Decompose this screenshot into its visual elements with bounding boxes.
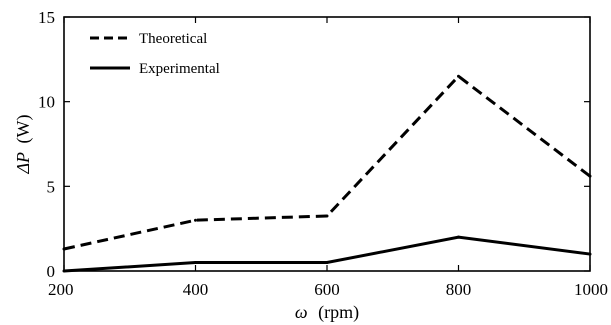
data-point-theoretical [325,214,329,218]
x-tick-label: 200 [48,280,74,299]
data-point-experimental [62,269,66,273]
legend-label-theoretical: Theoretical [139,31,207,47]
x-tick-label: 1000 [574,280,608,299]
x-axis-unit: (rpm) [318,302,359,323]
legend: Theoretical Experimental [90,31,220,77]
y-axis-unit: (W) [13,114,34,143]
data-point-experimental [457,235,460,239]
y-axis-symbol: ΔP [13,152,33,175]
x-tick-label: 800 [446,280,472,299]
x-tick-label: 600 [314,280,340,299]
data-point-experimental [588,252,592,256]
legend-label-experimental: Experimental [139,61,220,77]
x-axis-label: ω (rpm) [295,302,359,323]
series-lines [62,74,592,273]
x-axis-symbol: ω [295,302,308,322]
x-tick-label: 400 [183,280,209,299]
data-point-theoretical [194,218,197,222]
y-axis-label: ΔP (W) [13,114,34,174]
axis-ticks: 200 400 600 800 1000 0 5 10 15 [38,8,608,299]
plot-frame [63,16,591,272]
data-point-experimental [325,261,329,265]
data-point-theoretical [457,74,460,78]
data-point-theoretical [588,174,592,178]
data-point-experimental [194,261,197,265]
series-line-theoretical [63,74,591,251]
y-tick-label: 0 [47,262,56,281]
y-tick-label: 15 [38,8,55,27]
y-tick-label: 10 [38,93,55,112]
data-point-theoretical [62,247,66,251]
y-tick-label: 5 [47,177,56,196]
